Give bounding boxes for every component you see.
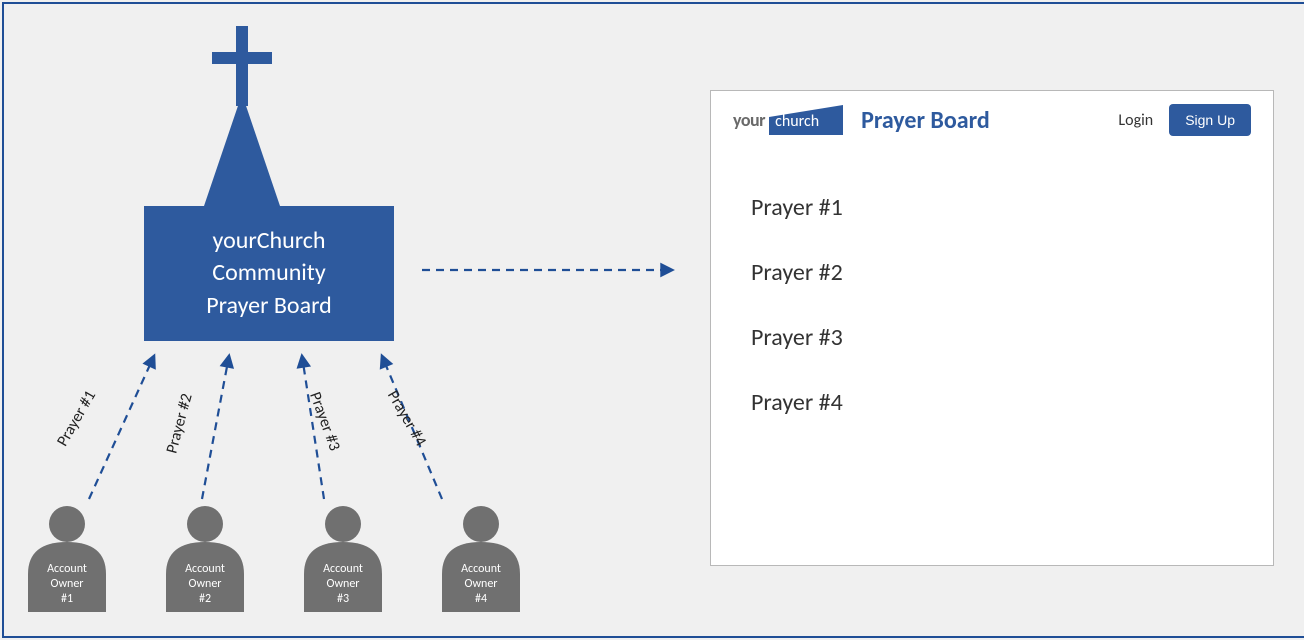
prayer-list: Prayer #1 Prayer #2 Prayer #3 Prayer #4 <box>711 137 1273 417</box>
login-link[interactable]: Login <box>1118 111 1153 130</box>
signup-button[interactable]: Sign Up <box>1169 104 1251 136</box>
diagram-canvas: yourChurch Community Prayer Board Prayer… <box>2 2 1304 638</box>
logo-church-text: church <box>775 112 819 131</box>
list-item: Prayer #3 <box>751 323 1233 352</box>
account-owner-label: AccountOwner#1 <box>24 562 110 607</box>
account-owner: AccountOwner#2 <box>162 502 248 612</box>
account-owner: AccountOwner#1 <box>24 502 110 612</box>
account-owner: AccountOwner#3 <box>300 502 386 612</box>
account-owner-label: AccountOwner#4 <box>438 562 524 607</box>
list-item: Prayer #4 <box>751 388 1233 417</box>
account-owner-label: AccountOwner#3 <box>300 562 386 607</box>
account-owner: AccountOwner#4 <box>438 502 524 612</box>
logo-church-icon: church <box>767 103 845 137</box>
list-item: Prayer #2 <box>751 258 1233 287</box>
panel-header: your church Prayer Board Login Sign Up <box>711 91 1273 137</box>
prayer-board-panel: your church Prayer Board Login Sign Up P… <box>710 90 1274 566</box>
account-owner-label: AccountOwner#2 <box>162 562 248 607</box>
panel-title: Prayer Board <box>861 106 990 135</box>
logo-your-text: your <box>733 109 765 131</box>
list-item: Prayer #1 <box>751 193 1233 222</box>
